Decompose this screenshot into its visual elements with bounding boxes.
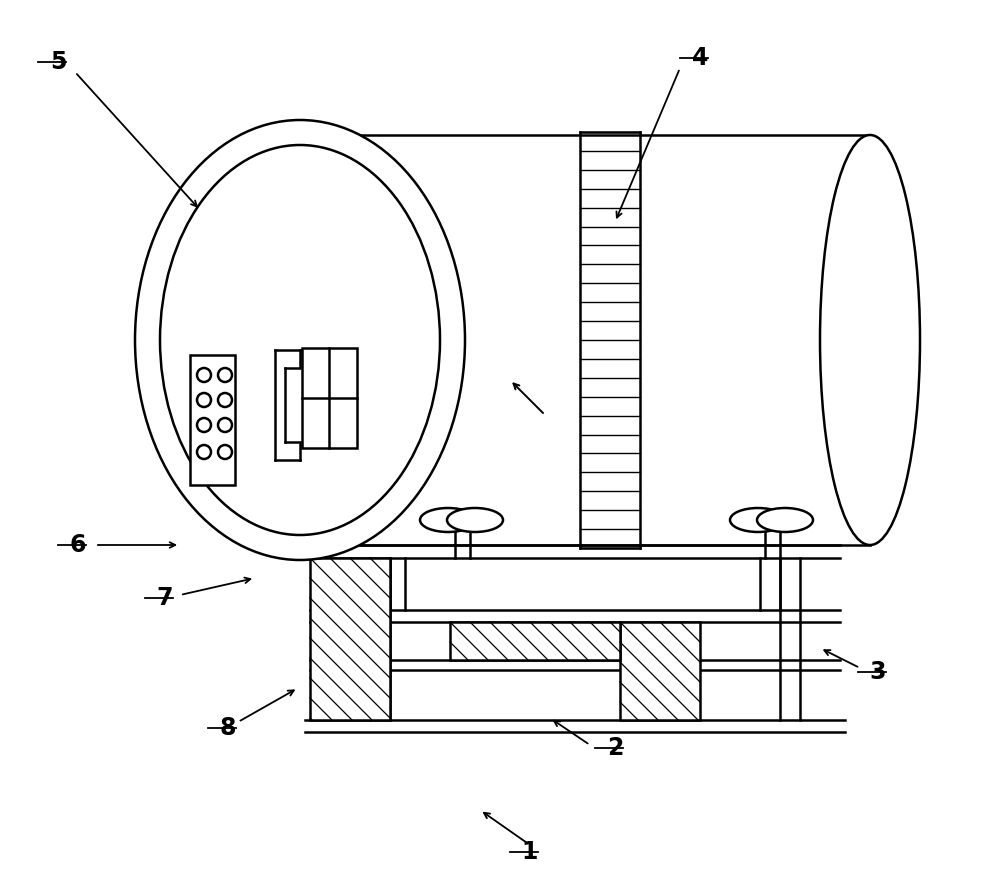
Text: 5: 5 (50, 50, 66, 74)
Text: 2: 2 (607, 736, 623, 760)
Ellipse shape (757, 508, 813, 532)
Text: 6: 6 (70, 533, 86, 557)
Circle shape (197, 393, 211, 407)
Ellipse shape (160, 145, 440, 535)
Ellipse shape (420, 508, 476, 532)
Circle shape (218, 393, 232, 407)
Circle shape (218, 368, 232, 382)
Ellipse shape (730, 508, 786, 532)
Text: 8: 8 (220, 716, 236, 740)
Circle shape (197, 418, 211, 432)
Text: 4: 4 (692, 46, 708, 70)
Text: 3: 3 (870, 660, 886, 684)
Text: 7: 7 (157, 586, 173, 610)
Bar (190, 355, 235, 485)
Bar (450, 622, 620, 660)
Ellipse shape (135, 120, 465, 560)
Circle shape (197, 445, 211, 459)
Bar (302, 348, 357, 448)
Bar (310, 558, 390, 720)
Bar (620, 622, 700, 720)
Circle shape (218, 418, 232, 432)
Text: 1: 1 (522, 840, 538, 864)
Ellipse shape (820, 135, 920, 545)
Circle shape (197, 368, 211, 382)
Ellipse shape (447, 508, 503, 532)
Circle shape (218, 445, 232, 459)
